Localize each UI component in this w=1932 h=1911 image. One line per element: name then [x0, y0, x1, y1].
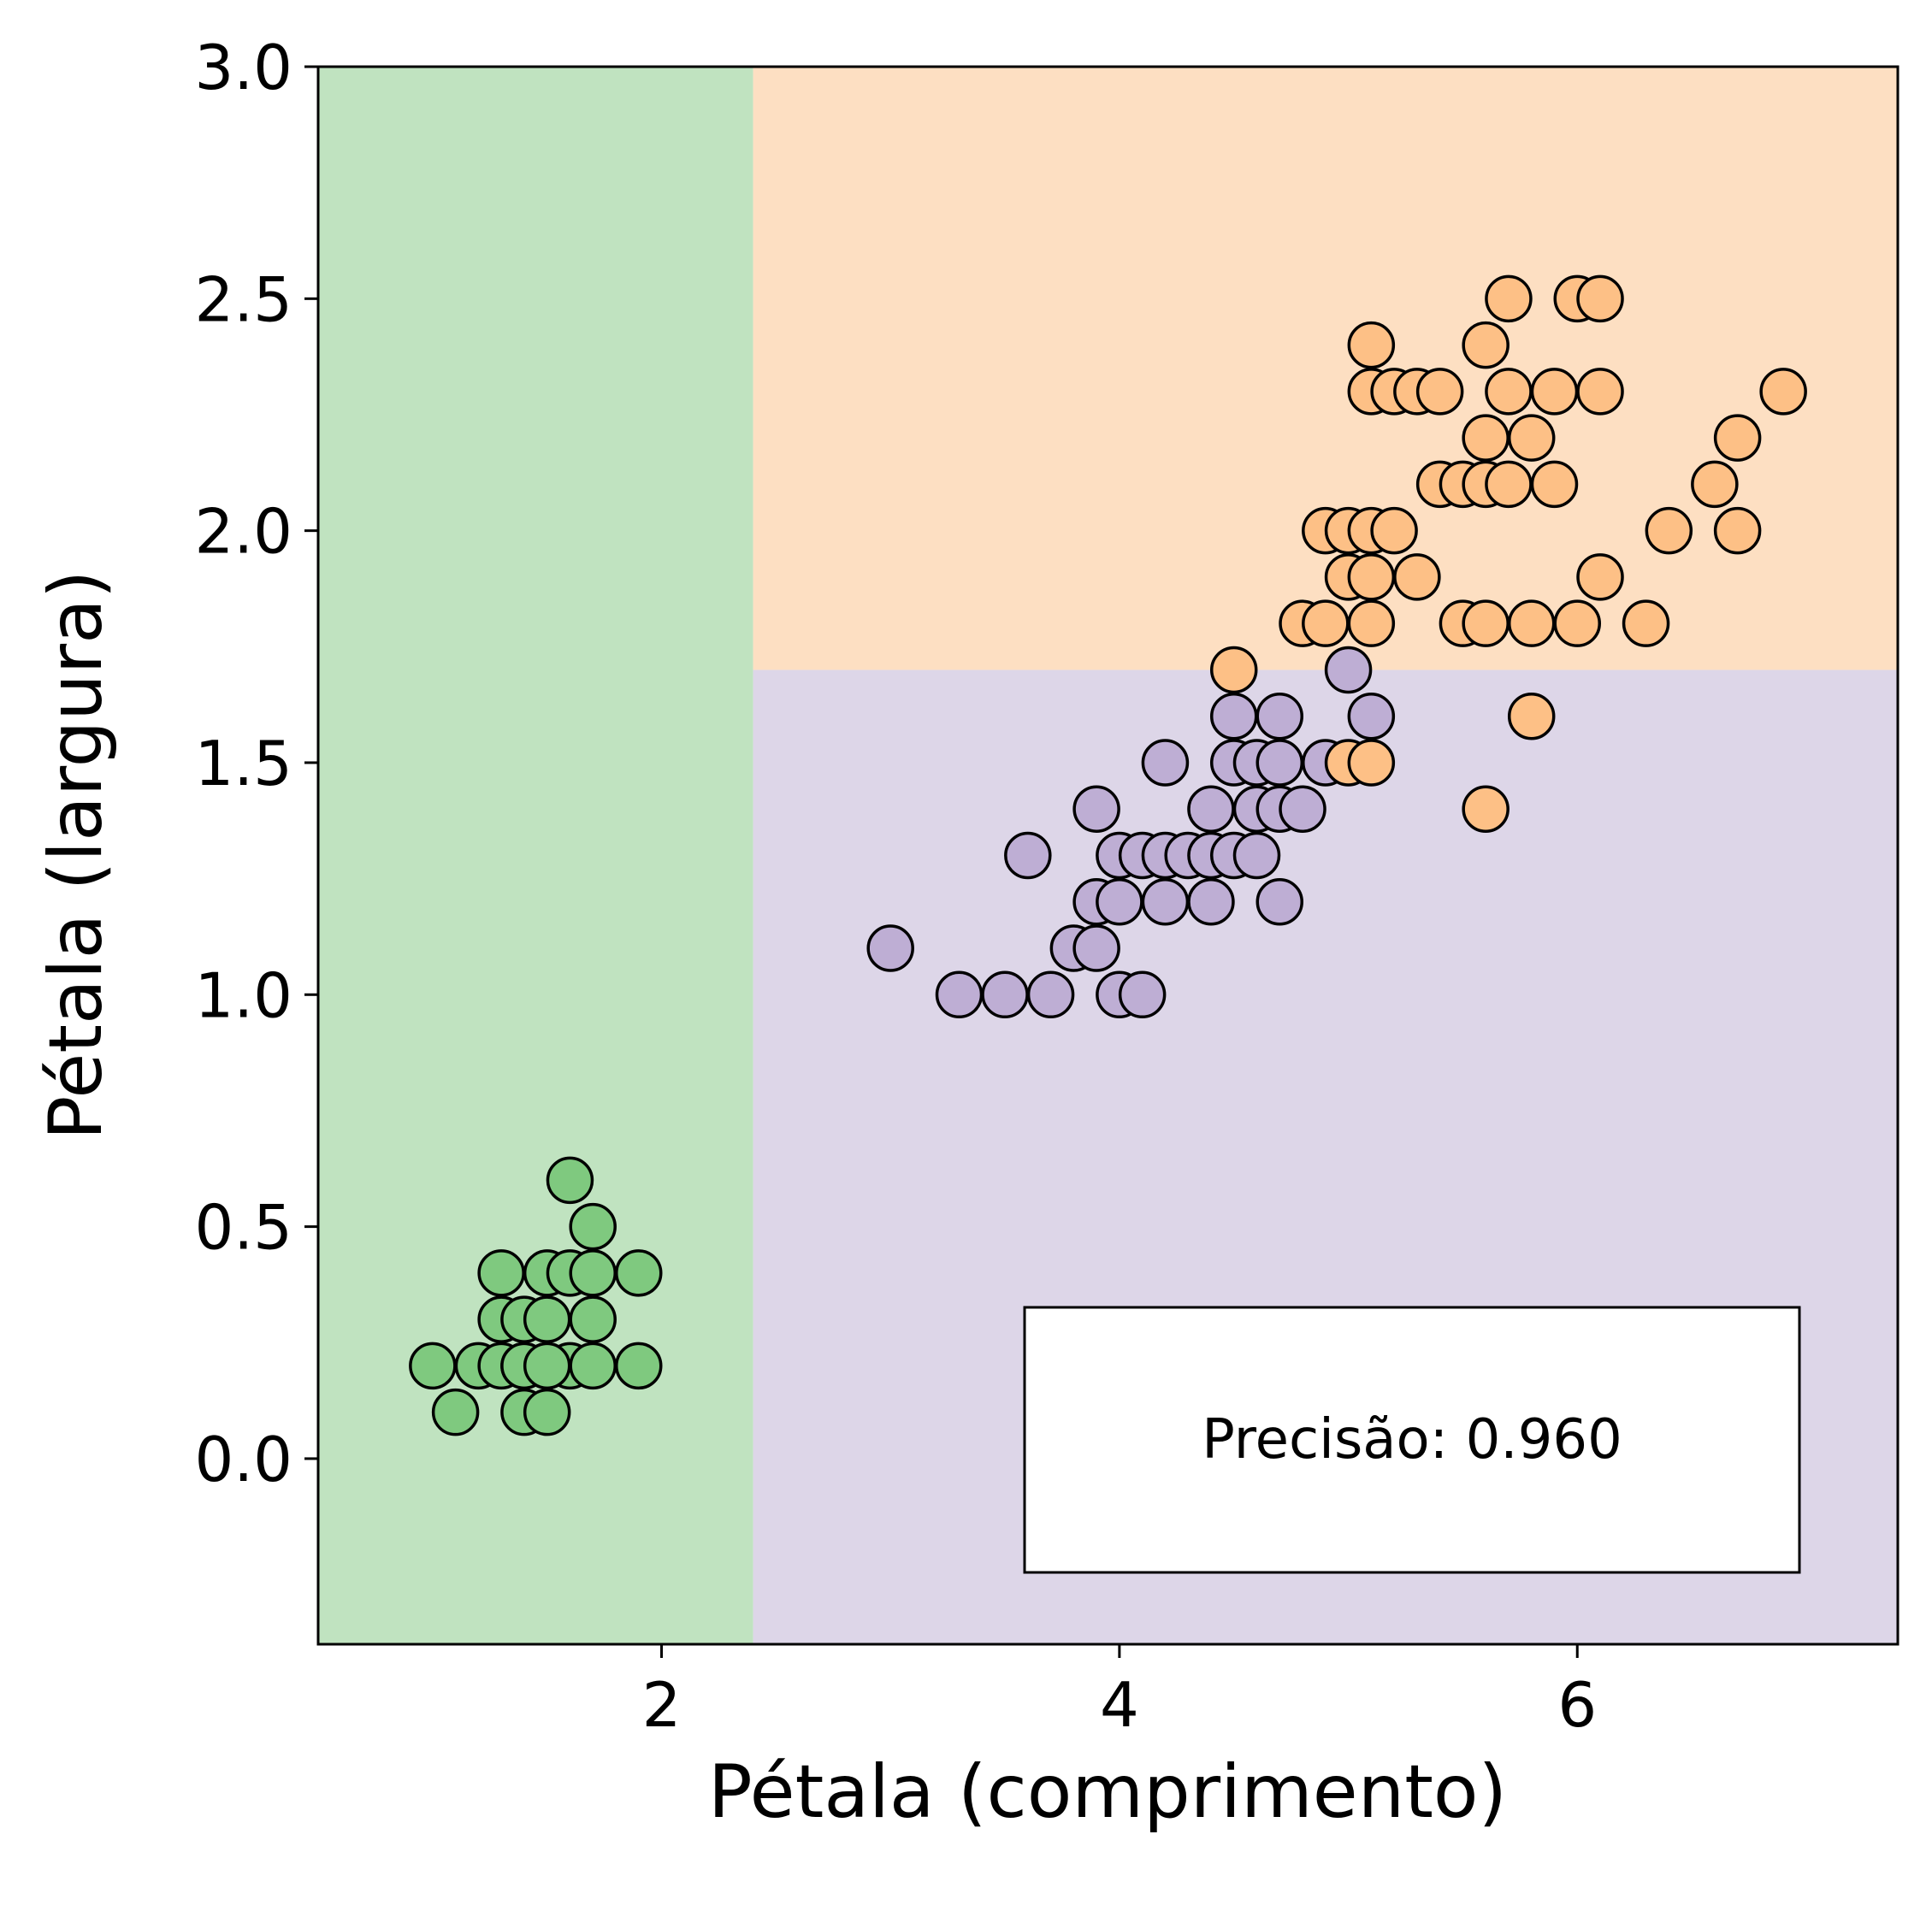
- data-point-class-0: [477, 1249, 525, 1297]
- data-point-class-2: [1347, 553, 1396, 601]
- accuracy-box: Precisão: 0.960: [1023, 1306, 1801, 1574]
- data-point-class-1: [1256, 692, 1304, 740]
- data-point-class-2: [1576, 368, 1624, 416]
- data-point-class-1: [981, 970, 1029, 1019]
- data-point-class-2: [1645, 506, 1693, 555]
- data-point-class-1: [1004, 831, 1052, 880]
- x-axis-title: Pétala (comprimento): [708, 1749, 1507, 1835]
- x-tick-label: 6: [1557, 1669, 1597, 1741]
- y-tick-label: 0.5: [194, 1192, 292, 1264]
- data-point-class-1: [1118, 970, 1167, 1019]
- data-point-class-2: [1393, 553, 1441, 601]
- data-point-class-2: [1507, 692, 1556, 740]
- data-point-class-1: [866, 924, 914, 972]
- y-axis-title: Pétala (largura): [33, 570, 119, 1141]
- data-point-class-0: [569, 1342, 617, 1390]
- data-point-class-2: [1553, 599, 1601, 647]
- data-point-class-2: [1415, 368, 1464, 416]
- data-point-class-2: [1759, 368, 1807, 416]
- data-point-class-2: [1576, 274, 1624, 323]
- data-point-class-1: [1141, 878, 1190, 926]
- data-points: [409, 274, 1807, 1436]
- data-point-class-2: [1530, 368, 1579, 416]
- data-point-class-2: [1370, 506, 1418, 555]
- data-point-class-2: [1462, 785, 1510, 833]
- data-point-class-1: [1096, 878, 1143, 926]
- y-tick-label: 3.0: [194, 32, 292, 103]
- data-point-class-2: [1462, 599, 1510, 647]
- data-point-class-2: [1485, 274, 1533, 323]
- data-point-class-2: [1713, 506, 1762, 555]
- data-point-class-0: [523, 1342, 571, 1390]
- accuracy-box-frame: [1023, 1306, 1801, 1574]
- data-point-class-1: [1256, 739, 1304, 787]
- data-point-class-2: [1347, 599, 1396, 647]
- data-point-class-1: [935, 970, 984, 1019]
- data-point-class-2: [1485, 460, 1533, 509]
- data-point-class-2: [1485, 368, 1533, 416]
- data-point-class-0: [431, 1388, 480, 1436]
- data-point-class-1: [1187, 878, 1235, 926]
- data-point-class-2: [1209, 646, 1258, 694]
- data-point-class-2: [1507, 414, 1556, 462]
- data-point-class-1: [1324, 646, 1373, 694]
- data-point-class-1: [1072, 924, 1120, 972]
- data-point-class-2: [1462, 414, 1510, 462]
- data-point-class-1: [1209, 692, 1258, 740]
- data-point-class-1: [1187, 785, 1235, 833]
- y-axis-ticks: 0.0 0.5 1.0 1.5 2.0 2.5 3.0: [194, 32, 318, 1495]
- decision-regions: [318, 67, 1898, 1644]
- y-tick-label: 2.5: [194, 263, 292, 335]
- data-point-class-1: [1347, 692, 1396, 740]
- x-axis-ticks: 2 4 6: [642, 1644, 1597, 1741]
- data-point-class-1: [1072, 785, 1120, 833]
- data-point-class-2: [1530, 460, 1579, 509]
- x-tick-label: 4: [1100, 1669, 1139, 1741]
- data-point-class-0: [409, 1342, 457, 1390]
- data-point-class-2: [1622, 599, 1670, 647]
- data-point-class-0: [615, 1249, 663, 1297]
- data-point-class-0: [615, 1342, 663, 1390]
- data-point-class-2: [1576, 553, 1624, 601]
- data-point-class-1: [1026, 970, 1075, 1019]
- data-point-class-2: [1691, 460, 1739, 509]
- data-point-class-2: [1713, 414, 1762, 462]
- decision-region-class-2: [753, 67, 1898, 670]
- data-point-class-2: [1462, 321, 1510, 369]
- data-point-class-2: [1347, 739, 1396, 787]
- plot-frame: [316, 65, 1900, 1646]
- data-point-class-1: [1141, 739, 1190, 787]
- y-tick-label: 2.0: [194, 496, 292, 568]
- accuracy-label: Precisão: 0.960: [1202, 1408, 1622, 1472]
- data-point-class-0: [523, 1388, 571, 1436]
- data-point-class-1: [1256, 878, 1304, 926]
- data-point-class-0: [546, 1156, 594, 1205]
- data-point-class-1: [1232, 831, 1281, 880]
- y-tick-label: 0.0: [194, 1424, 292, 1495]
- data-point-class-0: [523, 1295, 571, 1343]
- y-tick-label: 1.5: [194, 728, 292, 799]
- data-point-class-1: [1279, 785, 1326, 833]
- x-tick-label: 2: [642, 1669, 682, 1741]
- data-point-class-0: [569, 1249, 617, 1297]
- data-point-class-0: [569, 1202, 617, 1251]
- data-point-class-2: [1347, 321, 1396, 369]
- data-point-class-0: [569, 1295, 617, 1343]
- data-point-class-2: [1507, 599, 1556, 647]
- y-tick-label: 1.0: [194, 959, 292, 1031]
- data-point-class-2: [1302, 599, 1350, 647]
